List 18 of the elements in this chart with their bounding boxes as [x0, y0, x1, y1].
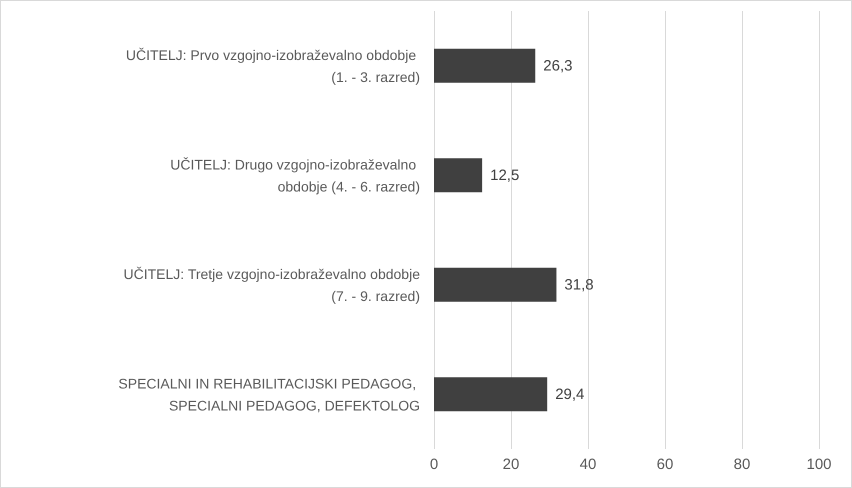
y-tick-label: UČITELJ: Tretje vzgojno-izobraževalno obdobje (7. - 9. razred) [124, 266, 420, 304]
bar [434, 158, 482, 192]
data-label: 12,5 [490, 166, 520, 184]
y-tick-label: UČITELJ: Drugo vzgojno-izobraževalno obdobje (4. - 6. razred) [170, 156, 420, 194]
y-tick-label: SPECIALNI IN REHABILITACIJSKI PEDAGOG, SPECIALNI PEDAGOG, DEFEKTOLOG [118, 375, 420, 414]
x-tick-label: 60 [656, 456, 674, 473]
y-tick-label: UČITELJ: Prvo vzgojno-izobraževalno obdobje (1. - 3. razred) [126, 46, 420, 85]
data-label: 29,4 [555, 386, 584, 403]
x-tick-label: 40 [580, 456, 596, 473]
bar [434, 377, 548, 412]
data-label: 26,3 [543, 57, 572, 74]
x-tick-label: 100 [806, 456, 832, 473]
bar [434, 48, 536, 83]
x-tick-label: 80 [734, 456, 750, 473]
data-label: 31,8 [564, 276, 594, 294]
bar [434, 268, 556, 302]
x-tick-label: 0 [430, 456, 438, 473]
x-tick-label: 20 [502, 456, 520, 473]
